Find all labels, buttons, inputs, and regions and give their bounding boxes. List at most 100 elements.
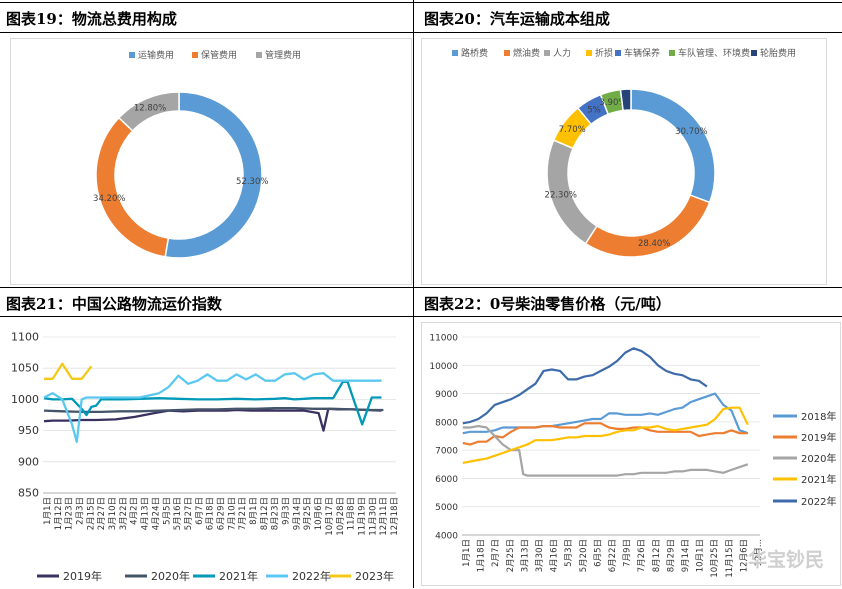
series-line (462, 406, 749, 464)
donut-slice (630, 88, 716, 204)
x-tick-label: 10月28日 (336, 497, 346, 536)
legend-swatch (669, 50, 675, 56)
series-line (462, 424, 749, 477)
y-tick-label: 5000 (435, 503, 458, 513)
series-line (462, 422, 748, 446)
x-tick-label: 3月22日 (119, 497, 129, 530)
y-tick-label: 950 (18, 424, 39, 437)
x-tick-label: 9月14日 (292, 497, 302, 530)
chart-22-line: 4000 5000 6000 7000 8000 9000 10000 11000 1月1日 1月… (429, 334, 836, 578)
x-tick-label: 9月14日 (681, 539, 691, 572)
legend-label: 路桥费 (461, 47, 488, 59)
x-tick-label: 7月9日 (623, 539, 633, 567)
x-tick-label: 3月13日 (520, 539, 530, 572)
y-tick-label: 1100 (11, 331, 39, 344)
x-tick-label: 4月16日 (550, 539, 560, 572)
frame-mid-line-3 (0, 316, 842, 317)
legend-label: 2022年 (292, 569, 331, 583)
legend-label: 管理费用 (265, 49, 301, 61)
donut-slice (619, 88, 632, 112)
x-tick-label: 4月13日 (141, 497, 151, 530)
legend-label: 2019年 (801, 431, 836, 444)
x-tick-label: 8月12日 (260, 497, 270, 530)
x-tick-label: 7月10日 (227, 497, 237, 530)
x-tick-label: 12月... (754, 539, 764, 566)
x-tick-label: 12月6日 (739, 539, 749, 572)
chart-21-frame: 850 900 950 1000 1050 1100 1月1日 1月12日 1月23日 2月3日 2… (10, 322, 412, 586)
x-tick-label: 1月23日 (65, 497, 75, 530)
frame-top-line (0, 2, 842, 3)
frame-mid-line-1 (0, 32, 842, 33)
watermark: 华宝钞民 (748, 549, 825, 571)
slice-value-label: 12.80% (134, 103, 166, 113)
x-tick-label: 1月12日 (54, 497, 64, 530)
legend-swatch (452, 50, 458, 56)
x-tick-label: 10月1日 (696, 539, 706, 572)
chart-19-donut: 52.30% 34.20% 12.80% 运输费用 保管费用 管理费用 (93, 49, 301, 259)
donut-slice (95, 116, 170, 258)
x-tick-label: 6月7日 (195, 497, 205, 525)
x-tick-label: 6月18日 (206, 497, 216, 530)
legend-label: 2023年 (355, 569, 394, 583)
x-tick-label: 4月2日 (130, 497, 140, 525)
slice-value-label: 3.90% (599, 98, 626, 108)
x-tick-label: 5月27日 (184, 497, 194, 530)
x-tick-label: 12月18日 (390, 497, 400, 536)
panel-title-22: 图表22：0号柴油零售价格（元/吨） (424, 295, 671, 313)
frame-divider (413, 0, 414, 588)
slice-value-label: 28.40% (638, 239, 670, 249)
y-tick-label: 4000 (435, 532, 458, 542)
chart-19-frame: 52.30% 34.20% 12.80% 运输费用 保管费用 管理费用 (10, 38, 412, 285)
x-tick-label: 7月21日 (238, 497, 248, 530)
x-tick-label: 6月29日 (216, 497, 226, 530)
y-tick-label: 6000 (435, 475, 458, 485)
slice-value-label: 22.30% (545, 191, 577, 201)
chart-20-frame: 30.70% 28.40% 22.30% 7.70% 5% 3.90% 路桥费 燃油费 人力 折损… (421, 38, 827, 285)
x-tick-label: 9月3日 (282, 497, 292, 525)
x-tick-label: 2月25日 (506, 539, 516, 572)
x-tick-label: 5月20日 (579, 539, 589, 572)
legend-label: 2021年 (801, 473, 836, 486)
x-tick-label: 11月15日 (725, 539, 735, 578)
x-tick-label: 8月12日 (652, 539, 662, 572)
legend-swatch (544, 50, 550, 56)
x-tick-label: 9月25日 (303, 497, 313, 530)
panel-title-19: 图表19：物流总费用构成 (6, 10, 177, 28)
legend-label: 人力 (553, 47, 571, 59)
x-tick-label: 5月3日 (564, 539, 574, 567)
legend-label: 2020年 (151, 569, 190, 583)
y-tick-label: 7000 (435, 447, 458, 457)
slice-value-label: 52.30% (236, 177, 268, 187)
panel-title-20: 图表20：汽车运输成本组成 (424, 10, 610, 28)
donut-slice (117, 91, 180, 132)
x-tick-label: 2月3日 (76, 497, 86, 525)
legend-label: 车队管理、环境费 (678, 47, 750, 59)
x-tick-label: 1月18日 (477, 539, 487, 572)
x-tick-label: 2月15日 (86, 497, 96, 530)
x-tick-label: 7月26日 (637, 539, 647, 572)
chart-20-donut: 30.70% 28.40% 22.30% 7.70%5%3.90% 路桥费 燃油费 人力 折损… (452, 47, 796, 258)
x-tick-label: 11月8日 (347, 497, 357, 530)
y-tick-label: 10000 (429, 362, 458, 372)
legend-label: 运输费用 (138, 49, 174, 61)
series-line (43, 406, 384, 414)
x-tick-label: 2月27日 (97, 497, 107, 530)
legend-label: 2022年 (801, 495, 836, 508)
slice-value-label: 34.20% (93, 194, 125, 204)
x-tick-label: 1月1日 (43, 497, 53, 525)
series-line (462, 392, 749, 435)
legend-label: 轮胎费用 (760, 47, 796, 59)
legend-label: 折损 (595, 47, 613, 59)
slice-value-label: 5% (587, 106, 601, 116)
y-tick-label: 11000 (429, 334, 458, 344)
y-tick-label: 8000 (435, 418, 458, 428)
legend-label: 2019年 (63, 569, 102, 583)
x-tick-label: 3月10日 (108, 497, 118, 530)
y-tick-label: 900 (18, 455, 39, 468)
x-tick-label: 8月23日 (271, 497, 281, 530)
y-tick-label: 1050 (11, 362, 39, 375)
x-tick-label: 6月5日 (593, 539, 603, 567)
x-tick-label: 1月1日 (462, 539, 472, 567)
x-tick-label: 11月19日 (357, 497, 367, 536)
x-tick-label: 11月30日 (368, 497, 378, 536)
